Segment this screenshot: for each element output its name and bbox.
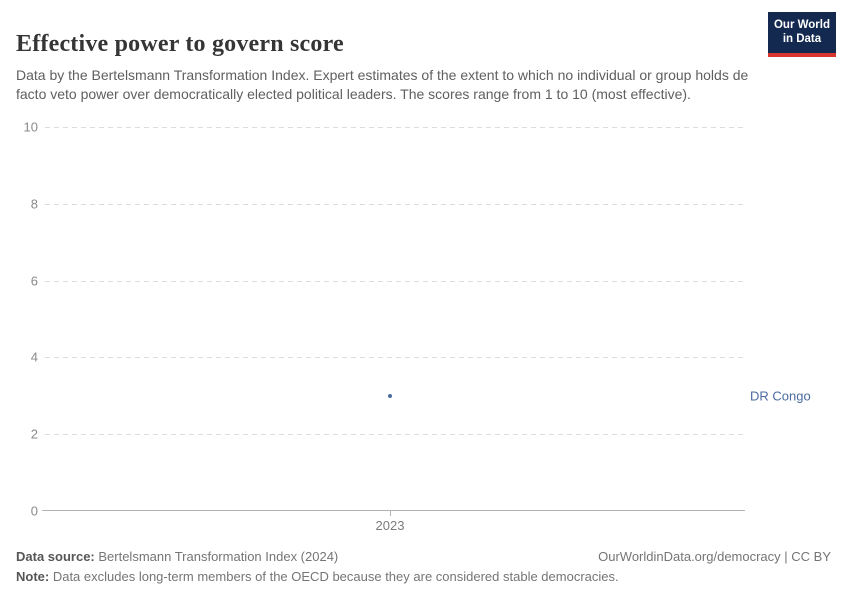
y-gridline: [45, 203, 745, 205]
series-label-dr-congo[interactable]: DR Congo: [750, 388, 811, 404]
y-axis-tick-label: 0: [30, 503, 38, 519]
data-source-label: Data source:: [16, 549, 95, 564]
page-title: Effective power to govern score: [16, 31, 344, 58]
x-axis-tick-label: 2023: [375, 518, 405, 533]
x-axis-tick: [390, 511, 391, 516]
attribution-link[interactable]: OurWorldinData.org/democracy | CC BY: [598, 549, 831, 564]
y-axis-tick-label: 10: [23, 119, 38, 135]
data-source-text: Data source: Bertelsmann Transformation …: [16, 549, 338, 564]
note-label: Note:: [16, 569, 50, 584]
logo-text: Our World in Data: [773, 19, 830, 45]
data-point-dr-congo[interactable]: [388, 393, 392, 398]
y-gridline: [45, 357, 745, 359]
y-axis-tick-label: 4: [30, 349, 38, 365]
x-axis-line: [42, 510, 745, 511]
y-axis-tick-label: 2: [30, 426, 38, 442]
note-value: Data excludes long-term members of the O…: [49, 569, 619, 584]
y-axis-tick-label: 6: [30, 273, 38, 289]
y-gridline: [45, 434, 745, 436]
owid-logo[interactable]: Our World in Data: [768, 12, 836, 57]
y-gridline: [45, 127, 745, 128]
note-row: Note: Data excludes long-term members of…: [16, 569, 831, 584]
y-axis-tick-label: 8: [30, 196, 38, 212]
data-source-value: Bertelsmann Transformation Index (2024): [94, 549, 339, 564]
chart-subtitle: Data by the Bertelsmann Transformation I…: [16, 67, 749, 102]
y-gridline: [45, 280, 745, 282]
data-source-row: Data source: Bertelsmann Transformation …: [16, 549, 831, 564]
note-text: Note: Data excludes long-term members of…: [16, 569, 619, 584]
